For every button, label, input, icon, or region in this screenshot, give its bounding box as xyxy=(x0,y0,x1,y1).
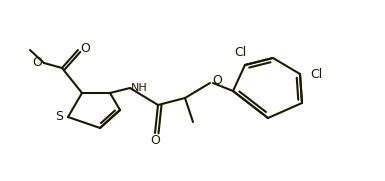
Text: Cl: Cl xyxy=(310,68,322,81)
Text: Cl: Cl xyxy=(234,47,246,60)
Text: O: O xyxy=(32,56,42,70)
Text: O: O xyxy=(150,134,160,146)
Text: O: O xyxy=(212,73,222,87)
Text: NH: NH xyxy=(131,83,147,93)
Text: O: O xyxy=(80,41,90,54)
Text: S: S xyxy=(55,110,63,123)
